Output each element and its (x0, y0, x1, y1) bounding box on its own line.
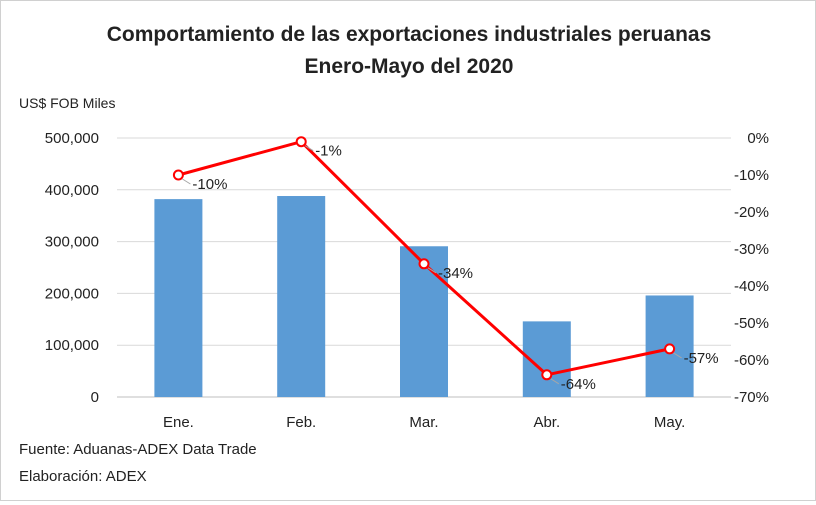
bar-series (154, 196, 694, 397)
data-label: -1% (315, 143, 342, 160)
data-label: -34% (438, 265, 473, 282)
chart-title: Comportamiento de las exportaciones indu… (107, 23, 712, 46)
label-leader (673, 352, 682, 359)
label-leader (182, 178, 191, 185)
chart-subtitle: Enero-Mayo del 2020 (305, 55, 514, 78)
line-point (172, 169, 184, 181)
right-axis-ticks: 0% -10% -20% -30% -40% -50% -60% -70% (734, 130, 769, 406)
line-point (295, 136, 307, 148)
right-axis-tick-label: 0% (747, 130, 769, 147)
bar (277, 196, 326, 397)
right-axis-tick-label: -50% (734, 315, 769, 332)
y-axis-unit-label: US$ FOB Miles (19, 95, 115, 111)
left-axis-ticks: 0 100,000 200,000 300,000 400,000 500,000 (45, 130, 99, 406)
source-note: Fuente: Aduanas-ADEX Data Trade (19, 441, 257, 458)
right-axis-tick-label: -70% (734, 389, 769, 406)
data-label: -57% (684, 350, 719, 367)
left-axis-tick-label: 400,000 (45, 182, 99, 199)
right-axis-tick-label: -40% (734, 278, 769, 295)
data-label: -64% (561, 376, 596, 393)
x-axis-tick-label: Feb. (286, 414, 316, 431)
data-labels: -10% -1% -34% -64% -57% (182, 143, 719, 393)
left-axis-tick-label: 500,000 (45, 130, 99, 147)
label-leader (550, 378, 560, 385)
line-point (418, 258, 430, 270)
bar (400, 246, 448, 397)
line-point (541, 369, 553, 381)
x-axis-ticks: Ene. Feb. Mar. Abr. May. (163, 414, 685, 431)
bar (154, 199, 203, 397)
credit-note: Elaboración: ADEX (19, 468, 147, 485)
label-leader (427, 267, 437, 274)
line-series (172, 136, 676, 381)
x-axis-tick-label: Ene. (163, 414, 194, 431)
line-point (664, 343, 676, 355)
x-axis-tick-label: May. (654, 414, 685, 431)
data-label: -10% (192, 176, 227, 193)
left-axis-tick-label: 0 (91, 389, 99, 406)
right-axis-tick-label: -10% (734, 167, 769, 184)
left-axis-tick-label: 100,000 (45, 337, 99, 354)
left-axis-tick-label: 300,000 (45, 234, 99, 251)
x-axis-tick-label: Mar. (409, 414, 438, 431)
right-axis-tick-label: -30% (734, 241, 769, 258)
x-axis-tick-label: Abr. (533, 414, 560, 431)
label-leader (304, 145, 314, 152)
right-axis-tick-label: -60% (734, 352, 769, 369)
left-axis-tick-label: 200,000 (45, 285, 99, 302)
right-axis-tick-label: -20% (734, 204, 769, 221)
